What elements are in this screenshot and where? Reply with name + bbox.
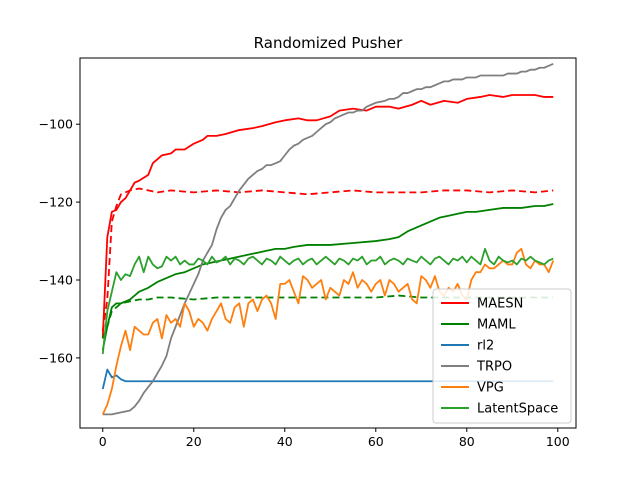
series-line-maml bbox=[101, 203, 554, 351]
legend-label-maesn: MAESN bbox=[477, 297, 523, 312]
x-tick-label: 0 bbox=[99, 434, 107, 449]
x-tick-label: 40 bbox=[277, 434, 293, 449]
axes-layer: 0 20 40 60 80 100 −160 −140 −120 −100 bbox=[39, 117, 570, 449]
y-tick-label: −100 bbox=[39, 117, 73, 132]
legend-label-maml: MAML bbox=[477, 318, 516, 333]
legend-box bbox=[432, 288, 572, 424]
x-tick-label: 100 bbox=[546, 434, 570, 449]
series-line-vpg bbox=[101, 247, 555, 415]
y-tick-label: −160 bbox=[39, 350, 73, 365]
chart-title: Randomized Pusher bbox=[254, 34, 404, 52]
x-tick-label: 80 bbox=[459, 434, 475, 449]
series-line-latentspace bbox=[101, 247, 554, 355]
series-line-maesn-dashed bbox=[101, 187, 554, 331]
legend-label-vpg: VPG bbox=[477, 381, 504, 396]
series-line-trpo bbox=[102, 63, 554, 416]
legend-label-latentspace: LatentSpace bbox=[477, 402, 558, 417]
legend: MAESN MAML rl2 TRPO VPG LatentSpace bbox=[432, 288, 572, 424]
series-line-maesn bbox=[101, 94, 554, 339]
legend-label-rl2: rl2 bbox=[477, 339, 494, 354]
legend-label-trpo: TRPO bbox=[476, 360, 512, 375]
x-tick-label: 20 bbox=[186, 434, 202, 449]
x-tick-label: 60 bbox=[368, 434, 384, 449]
y-tick-label: −120 bbox=[39, 195, 73, 210]
y-tick-label: −140 bbox=[39, 273, 73, 288]
plot-frame bbox=[79, 57, 577, 429]
